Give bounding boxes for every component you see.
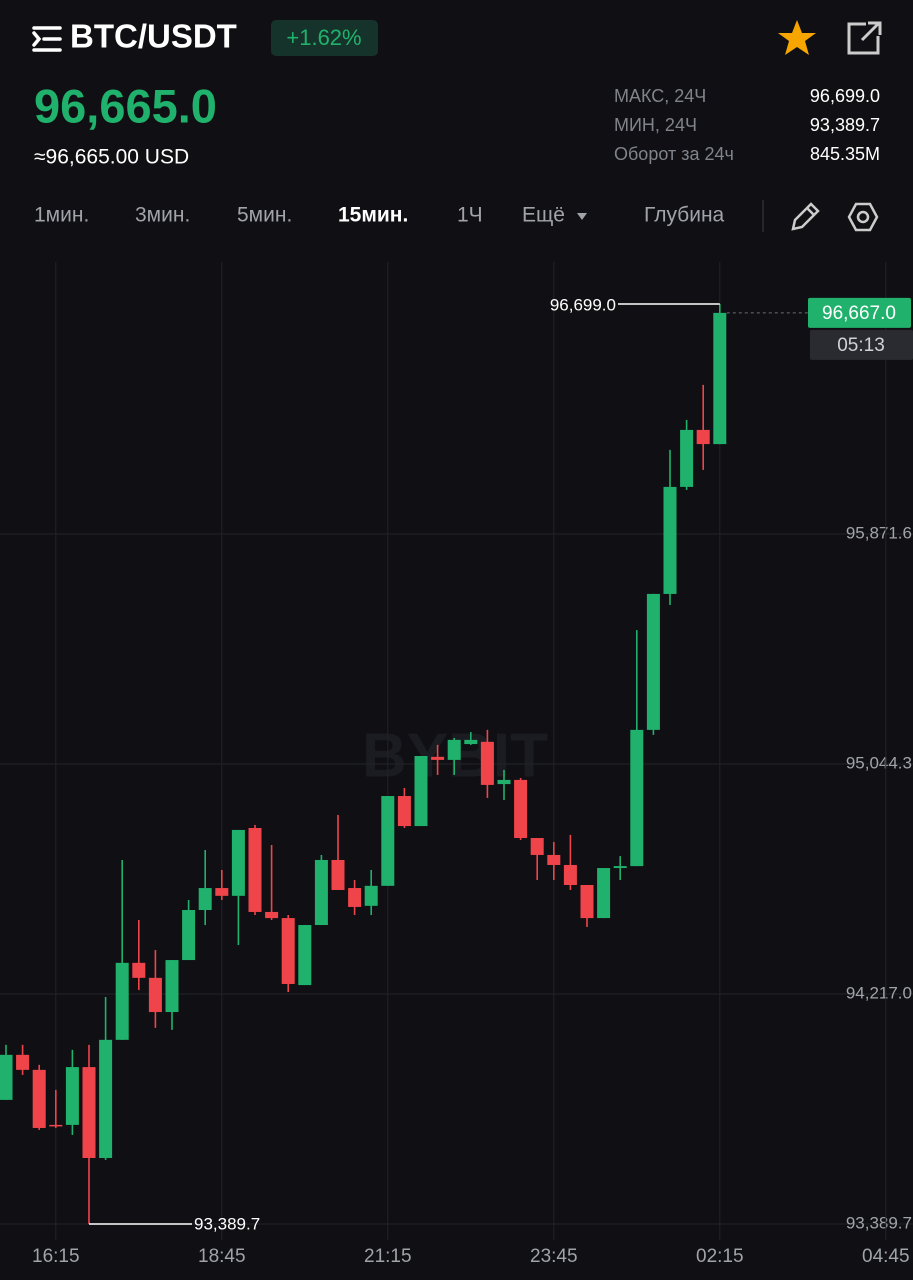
timeframe[interactable]: 5мин. [237, 204, 292, 227]
stats: МАКС, 24Ч 96,699.0 МИН, 24Ч 93,389.7 Оборот … [614, 86, 880, 164]
candle-body [431, 756, 445, 760]
candle-body [663, 486, 677, 594]
countdown-box [810, 329, 913, 360]
candle-body [265, 911, 279, 919]
candle-body [397, 796, 411, 827]
candle-body [82, 1067, 96, 1158]
y-tick-label: 94,217.0 [846, 983, 912, 1002]
candle-body [646, 593, 660, 730]
price-usd: ≈96,665.00 USD [34, 146, 189, 169]
draw-icon[interactable] [791, 202, 820, 231]
candle-body [49, 1124, 63, 1127]
candle-body [65, 1067, 79, 1125]
candle-body [248, 828, 262, 912]
candle-body [0, 1054, 13, 1100]
stat-label: Оборот за 24ч [614, 144, 734, 164]
timeframe[interactable]: 3мин. [135, 204, 190, 227]
timeframe[interactable]: 15мин. [338, 204, 408, 227]
candle-body [713, 312, 727, 445]
x-tick-label: 16:15 [32, 1246, 80, 1267]
settings-icon[interactable] [847, 202, 879, 232]
change-badge [271, 20, 378, 56]
y-tick-label: 95,044.3 [846, 753, 912, 772]
candle-body [198, 888, 212, 911]
candle-body [165, 960, 179, 1013]
candle-body [497, 779, 511, 785]
candle-body [182, 910, 196, 961]
depth-tab[interactable]: Глубина [644, 204, 725, 227]
timeframe[interactable]: 1мин. [34, 204, 89, 227]
candle-body [348, 888, 362, 907]
candle-body [414, 756, 428, 827]
candle-body [563, 864, 577, 885]
candle-body [514, 779, 528, 839]
candle-body [597, 868, 611, 919]
candle-body [480, 741, 494, 785]
candle-body [696, 429, 710, 445]
candle-body [99, 1039, 113, 1158]
candle-body [630, 729, 644, 867]
candle-body [381, 796, 395, 886]
candle-body [530, 838, 544, 855]
x-tick-label: 23:45 [530, 1246, 578, 1267]
candle-body [215, 888, 229, 896]
y-tick-label: 93,389.7 [846, 1213, 912, 1232]
x-tick-label: 21:15 [364, 1246, 412, 1267]
stat-label: МИН, 24Ч [614, 115, 697, 135]
x-tick-label: 02:15 [696, 1246, 744, 1267]
timeframe[interactable]: 1Ч [457, 204, 483, 227]
candle-body [115, 962, 129, 1040]
low-marker-label: 93,389.7 [194, 1214, 260, 1233]
share-icon[interactable] [847, 21, 882, 55]
candle-body [32, 1069, 46, 1128]
y-tick-label: 95,871.6 [846, 523, 912, 542]
stat-value: 96,699.0 [810, 86, 880, 106]
change: +1.62% [286, 25, 361, 50]
last-price-tag [808, 297, 911, 328]
stat-value: 845.35M [810, 144, 880, 164]
toolbar: 1мин. 3мин. 5мин. 15мин. 1Ч Ещё Глубина [34, 204, 725, 227]
favorite-icon[interactable] [778, 20, 816, 55]
countdown: 05:13 [837, 335, 885, 356]
menu-icon[interactable] [32, 26, 62, 52]
candle-body [680, 429, 694, 487]
stat-label: МАКС, 24Ч [614, 86, 706, 106]
candle-body [281, 918, 295, 984]
candle-body [613, 866, 627, 869]
candle-body [580, 884, 594, 919]
more-button[interactable]: Ещё [522, 204, 565, 227]
last-price-label: 96,667.0 [822, 303, 896, 324]
stat-value: 93,389.7 [810, 115, 880, 135]
candle-body [231, 829, 245, 896]
more-caret[interactable] [577, 213, 587, 220]
candle-body [447, 739, 461, 760]
last-price: 96,665.0 [34, 79, 217, 132]
candle-body [464, 739, 478, 745]
pair[interactable]: BTC/USDT [70, 18, 237, 55]
candle-body [547, 854, 561, 865]
candle-body [298, 925, 312, 986]
x-tick-label: 18:45 [198, 1246, 246, 1267]
candle-body [331, 859, 345, 890]
candle-body [314, 859, 328, 926]
high-marker-label: 96,699.0 [550, 295, 616, 314]
x-tick-label: 04:45 [862, 1246, 910, 1267]
candle-body [132, 962, 146, 978]
candle-body [364, 885, 378, 906]
candle-body [148, 977, 162, 1013]
candle-body [16, 1054, 30, 1070]
chart: BYBIT93,389.794,217.095,044.395,871.616:… [0, 262, 913, 1267]
